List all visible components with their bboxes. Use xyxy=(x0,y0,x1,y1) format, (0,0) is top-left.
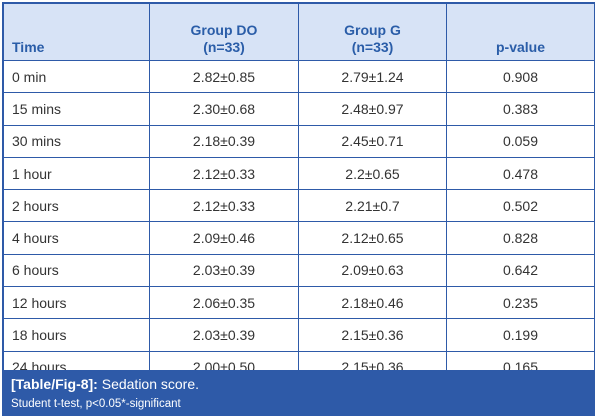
header-group-g: Group G (n=33) xyxy=(298,3,447,61)
caption-note: Student t-test, p<0.05*-significant xyxy=(11,398,181,410)
cell-group-do: 2.82±0.85 xyxy=(149,59,299,94)
table-row: 4 hours 2.09±0.46 2.12±0.65 0.828 xyxy=(3,221,595,255)
cell-p-value: 0.642 xyxy=(446,253,595,288)
header-group-do: Group DO (n=33) xyxy=(149,3,299,61)
header-time: Time xyxy=(3,3,150,61)
cell-time: 4 hours xyxy=(3,221,150,255)
cell-time: 12 hours xyxy=(3,286,150,320)
cell-group-g: 2.15±0.36 xyxy=(298,318,447,352)
cell-group-g: 2.09±0.63 xyxy=(298,253,447,288)
cell-group-g: 2.48±0.97 xyxy=(298,92,447,126)
cell-time: 15 mins xyxy=(3,92,150,126)
cell-time: 6 hours xyxy=(3,253,150,288)
table-row: 6 hours 2.03±0.39 2.09±0.63 0.642 xyxy=(3,253,595,288)
cell-time: 0 min xyxy=(3,59,150,94)
cell-group-do: 2.12±0.33 xyxy=(149,189,299,223)
cell-time: 2 hours xyxy=(3,189,150,223)
cell-p-value: 0.235 xyxy=(446,286,595,320)
cell-group-do: 2.12±0.33 xyxy=(149,156,299,191)
header-group-g-label: Group G xyxy=(344,22,401,38)
cell-time: 30 mins xyxy=(3,124,150,158)
cell-group-g: 2.21±0.7 xyxy=(298,189,447,223)
cell-group-do: 2.03±0.39 xyxy=(149,318,299,352)
header-group-g-n: (n=33) xyxy=(351,39,394,55)
cell-group-g: 2.18±0.46 xyxy=(298,286,447,320)
table-row: 2 hours 2.12±0.33 2.21±0.7 0.502 xyxy=(3,189,595,223)
cell-p-value: 0.908 xyxy=(446,59,595,94)
table-row: 12 hours 2.06±0.35 2.18±0.46 0.235 xyxy=(3,286,595,320)
cell-time: 1 hour xyxy=(3,156,150,191)
cell-p-value: 0.478 xyxy=(446,156,595,191)
header-group-do-label: Group DO xyxy=(190,22,258,38)
table-row: 30 mins 2.18±0.39 2.45±0.71 0.059 xyxy=(3,124,595,158)
sedation-score-table-figure: Time Group DO (n=33) Group G (n=33) p-va… xyxy=(2,2,595,416)
cell-group-do: 2.06±0.35 xyxy=(149,286,299,320)
table-caption: [Table/Fig-8]: Sedation score. Student t… xyxy=(3,370,594,415)
cell-group-g: 2.45±0.71 xyxy=(298,124,447,158)
cell-p-value: 0.828 xyxy=(446,221,595,255)
header-p-value: p-value xyxy=(446,3,595,61)
cell-group-do: 2.30±0.68 xyxy=(149,92,299,126)
cell-group-g: 2.79±1.24 xyxy=(298,59,447,94)
cell-group-g: 2.12±0.65 xyxy=(298,221,447,255)
table-header-row: Time Group DO (n=33) Group G (n=33) p-va… xyxy=(3,3,595,61)
table-row: 1 hour 2.12±0.33 2.2±0.65 0.478 xyxy=(3,156,595,191)
header-group-do-n: (n=33) xyxy=(203,39,245,55)
caption-label: [Table/Fig-8]: xyxy=(11,376,98,392)
cell-group-do: 2.18±0.39 xyxy=(149,124,299,158)
table-row: 0 min 2.82±0.85 2.79±1.24 0.908 xyxy=(3,59,595,94)
cell-group-do: 2.03±0.39 xyxy=(149,253,299,288)
cell-p-value: 0.502 xyxy=(446,189,595,223)
caption-title: Sedation score. xyxy=(101,376,200,392)
table-row: 18 hours 2.03±0.39 2.15±0.36 0.199 xyxy=(3,318,595,352)
cell-p-value: 0.059 xyxy=(446,124,595,158)
cell-p-value: 0.199 xyxy=(446,318,595,352)
cell-group-do: 2.09±0.46 xyxy=(149,221,299,255)
caption-title-line: [Table/Fig-8]: Sedation score. xyxy=(11,376,199,392)
cell-time: 18 hours xyxy=(3,318,150,352)
sedation-score-table: Time Group DO (n=33) Group G (n=33) p-va… xyxy=(3,3,595,384)
cell-p-value: 0.383 xyxy=(446,92,595,126)
table-row: 15 mins 2.30±0.68 2.48±0.97 0.383 xyxy=(3,92,595,126)
cell-group-g: 2.2±0.65 xyxy=(298,156,447,191)
